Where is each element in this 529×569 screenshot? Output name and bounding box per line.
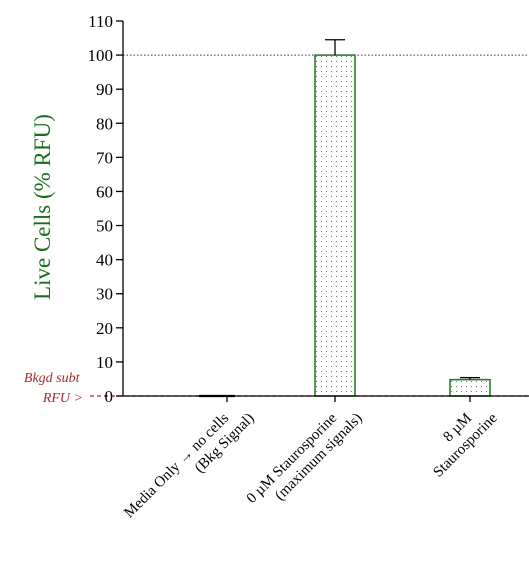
y-tick-label: 60 — [96, 182, 113, 201]
y-ticks: 0 10 20 30 40 50 60 70 80 90 100 110 — [88, 12, 123, 406]
y-tick-label: 80 — [96, 114, 113, 133]
reference-lines — [90, 54, 529, 397]
bar-1 — [314, 54, 356, 397]
y-tick-label: 40 — [96, 251, 113, 270]
category-label-0: Media Only → no cells(Bkg Signal) — [121, 410, 257, 521]
bkgd-annotation-line2: RFU > — [42, 391, 83, 406]
y-tick-label: 10 — [96, 353, 113, 372]
y-axis-label: Live Cells (% RFU) — [30, 114, 55, 300]
category-labels: Media Only → no cells(Bkg Signal)0 µM St… — [121, 410, 501, 521]
error-bars — [325, 39, 480, 380]
y-tick-label: 30 — [96, 285, 113, 304]
y-tick-label: 50 — [96, 217, 113, 236]
bar-2 — [449, 378, 491, 397]
x-ticks — [226, 396, 471, 402]
y-tick-label: 90 — [96, 80, 113, 99]
y-tick-label: 20 — [96, 319, 113, 338]
y-tick-label: 110 — [88, 12, 113, 31]
bars — [199, 54, 491, 398]
y-tick-label: 0 — [105, 387, 114, 406]
category-label-1: 0 µM Staurosporine(maximum signals) — [244, 410, 366, 507]
y-tick-label: 70 — [96, 148, 113, 167]
bkgd-subt-annotation: Bkgd subt RFU > — [24, 371, 83, 406]
bkgd-annotation-line1: Bkgd subt — [24, 371, 81, 386]
category-label-line1: Media Only → no cells — [121, 410, 232, 521]
y-tick-label: 100 — [88, 46, 114, 65]
